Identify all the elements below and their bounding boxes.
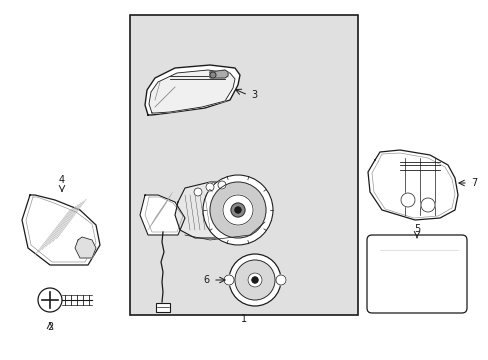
Polygon shape xyxy=(149,70,235,113)
Circle shape xyxy=(247,273,262,287)
Circle shape xyxy=(400,193,414,207)
Circle shape xyxy=(235,207,241,213)
Circle shape xyxy=(230,203,244,217)
Text: 1: 1 xyxy=(241,314,246,324)
Text: 2: 2 xyxy=(47,322,53,332)
Polygon shape xyxy=(209,70,227,78)
Circle shape xyxy=(420,198,434,212)
Text: 4: 4 xyxy=(59,175,65,185)
Circle shape xyxy=(194,188,202,196)
Polygon shape xyxy=(145,65,240,115)
Text: 5: 5 xyxy=(413,224,419,234)
Circle shape xyxy=(38,288,62,312)
Circle shape xyxy=(251,277,258,283)
Text: 3: 3 xyxy=(250,90,257,100)
Circle shape xyxy=(203,175,272,245)
Circle shape xyxy=(235,260,274,300)
Circle shape xyxy=(275,275,285,285)
Polygon shape xyxy=(22,195,100,265)
Bar xyxy=(130,15,357,315)
Polygon shape xyxy=(75,237,96,258)
Polygon shape xyxy=(175,182,267,238)
FancyBboxPatch shape xyxy=(366,235,466,313)
Circle shape xyxy=(228,254,281,306)
Circle shape xyxy=(205,183,214,191)
Bar xyxy=(156,303,170,312)
Circle shape xyxy=(209,182,265,238)
Polygon shape xyxy=(367,150,457,220)
Polygon shape xyxy=(140,195,184,235)
Circle shape xyxy=(218,181,225,189)
Circle shape xyxy=(223,195,252,225)
Text: 6: 6 xyxy=(203,275,209,285)
Circle shape xyxy=(209,72,216,78)
Circle shape xyxy=(224,275,234,285)
Text: 7: 7 xyxy=(470,178,476,188)
